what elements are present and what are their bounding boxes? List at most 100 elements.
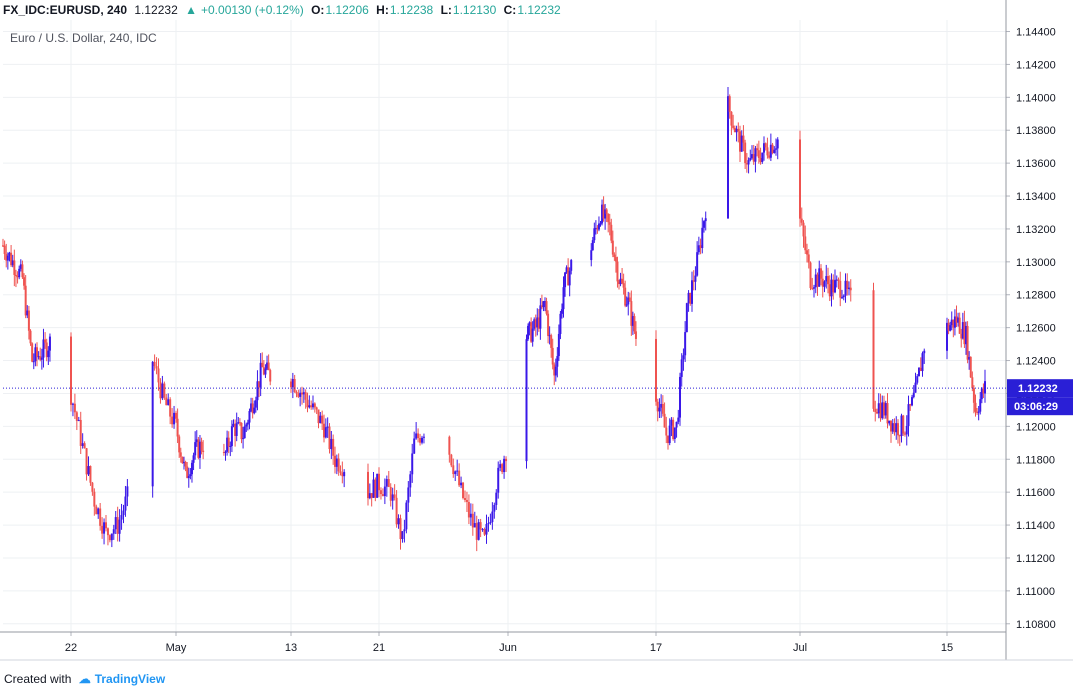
candle-down	[605, 209, 608, 214]
candle-down	[464, 498, 466, 500]
candle-down	[621, 278, 624, 284]
x-tick-label: Jun	[499, 642, 517, 654]
candle-down	[39, 356, 42, 360]
candle-down	[99, 508, 102, 526]
countdown-label: 03:06:29	[1014, 401, 1058, 413]
candle-up	[226, 437, 229, 452]
candle-down	[839, 280, 842, 298]
candle-up	[881, 402, 884, 419]
candle-up	[749, 158, 752, 161]
candle-down	[551, 347, 554, 365]
candle-up	[525, 339, 528, 462]
candle-up	[631, 316, 634, 326]
price-change: +0.00130 (+0.12%)	[201, 3, 304, 17]
candle-down	[667, 435, 669, 444]
candle-up	[814, 274, 817, 288]
candle-down	[607, 213, 610, 223]
candle-up	[503, 458, 506, 473]
candle-down	[462, 482, 465, 499]
candle-down	[811, 288, 814, 290]
candle-down	[24, 285, 27, 316]
candle-down	[269, 370, 272, 382]
candle-down	[567, 267, 570, 286]
candle-down	[262, 367, 265, 375]
candle-down	[699, 245, 702, 249]
candle-up	[900, 415, 903, 436]
candle-down	[800, 218, 803, 223]
candle-down	[802, 222, 805, 237]
candle-up	[161, 383, 164, 399]
candle-up	[232, 423, 235, 427]
candle-up	[330, 438, 333, 450]
candle-up	[776, 139, 779, 149]
candle-up	[103, 522, 106, 534]
candle-up	[773, 149, 776, 153]
high-label: H:	[376, 3, 389, 17]
candle-down	[540, 305, 543, 308]
tradingview-logo-icon[interactable]: ☁	[78, 672, 91, 686]
candle-up	[126, 486, 129, 497]
candle-up	[591, 240, 594, 251]
candle-down	[739, 131, 741, 152]
candle-up	[818, 268, 821, 287]
candle-up	[625, 304, 628, 306]
candle-up	[677, 417, 680, 422]
y-axis-labels: 1.14400 1.14200 1.14000 1.13800 1.13600 1.134…	[1016, 27, 1056, 631]
candle-down	[399, 518, 402, 540]
y-tick-label: 1.13400	[1016, 191, 1056, 203]
candle-down	[157, 368, 160, 383]
candle-down	[479, 522, 482, 530]
candle-down	[622, 283, 625, 288]
candle-up	[679, 376, 681, 418]
candle-up	[230, 426, 233, 446]
candle-up	[299, 392, 302, 397]
candle-up	[266, 362, 269, 369]
candle-down	[665, 427, 668, 436]
candle-down	[960, 333, 963, 339]
candle-down	[902, 415, 905, 434]
tradingview-brand[interactable]: TradingView	[94, 672, 166, 686]
candle-up	[18, 268, 21, 278]
symbol-label[interactable]: FX_IDC:EURUSD, 240	[3, 3, 128, 17]
candle-down	[339, 471, 342, 473]
candle-up	[888, 420, 891, 424]
candle-up	[740, 135, 743, 152]
candle-down	[969, 356, 972, 378]
candle-down	[897, 423, 899, 436]
candle-up	[977, 411, 980, 413]
candle-down	[370, 493, 373, 498]
candle-up	[895, 423, 898, 433]
candles	[2, 86, 986, 552]
low-label: L:	[440, 3, 452, 17]
candle-down	[768, 155, 771, 158]
close-value: 1.12232	[517, 3, 561, 17]
candle-down	[501, 464, 504, 473]
candle-up	[533, 319, 536, 329]
candle-up	[242, 438, 245, 440]
candle-up	[497, 467, 500, 493]
candle-up	[495, 492, 498, 505]
candle-down	[116, 517, 119, 534]
candle-down	[547, 313, 550, 336]
candle-up	[754, 148, 757, 162]
candle-up	[259, 362, 262, 388]
candle-down	[655, 338, 657, 402]
candle-down	[89, 466, 92, 483]
candle-down	[890, 420, 892, 432]
candle-up	[291, 378, 294, 388]
candle-up	[554, 366, 557, 376]
candle-up	[8, 252, 11, 256]
candle-down	[756, 148, 759, 151]
candle-down	[475, 523, 478, 540]
y-tick-label: 1.12800	[1016, 290, 1056, 302]
candle-down	[976, 411, 979, 413]
candle-up	[564, 272, 567, 288]
y-tick-label: 1.11600	[1016, 487, 1055, 499]
candle-down	[820, 268, 822, 279]
candle-up	[335, 458, 338, 467]
footer: Created with ☁ TradingView	[4, 668, 165, 690]
candle-up	[570, 260, 573, 271]
candle-down	[883, 402, 885, 416]
candle-down	[73, 403, 76, 413]
